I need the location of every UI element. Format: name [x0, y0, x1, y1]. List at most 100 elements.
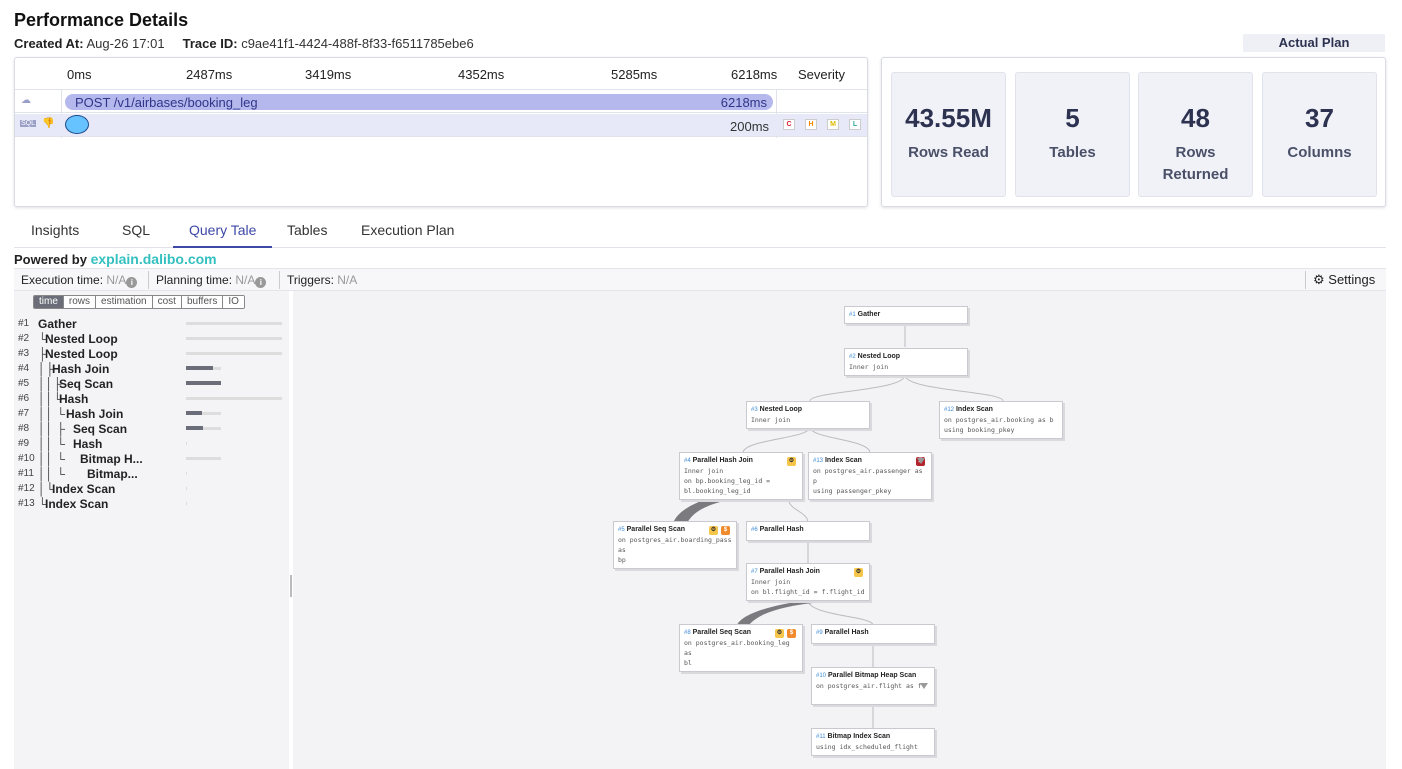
node-label: Nested Loop — [45, 347, 118, 361]
node-label: Bitmap H... — [80, 452, 143, 466]
plan-node[interactable]: #9 Parallel Hash — [811, 624, 935, 644]
plan-node[interactable]: #6 Parallel Hash — [746, 521, 870, 541]
tree-node[interactable]: #6 ││└ Hash — [14, 392, 289, 407]
plan-node[interactable]: #3 Nested Loop Inner join — [746, 401, 870, 429]
tab-execution-plan[interactable]: Execution Plan — [361, 222, 455, 238]
tree-node[interactable]: #3 ├ Nested Loop — [14, 347, 289, 362]
tree-node[interactable]: #8 ││ ├ Seq Scan — [14, 422, 289, 437]
plan-node-id: #3 — [751, 407, 758, 413]
chip-rows[interactable]: rows — [62, 296, 96, 308]
query-dot[interactable] — [65, 115, 89, 134]
tree-node[interactable]: #1 Gather — [14, 317, 289, 332]
tree-node[interactable]: #2 └ Nested Loop — [14, 332, 289, 347]
plan-node-detail: bl.booking_leg_id — [684, 487, 751, 495]
node-label: Gather — [38, 317, 77, 331]
divider — [279, 271, 280, 289]
tree-node[interactable]: #12 │└ Index Scan — [14, 482, 289, 497]
panel-splitter[interactable] — [290, 575, 292, 597]
plan-node-detail: on postgres_air.passenger as p — [813, 467, 923, 485]
node-number: #11 — [18, 468, 34, 479]
plan-node-label: Parallel Hash Join — [759, 568, 820, 575]
tick-label: 3419ms — [305, 67, 352, 82]
chip-io[interactable]: IO — [222, 296, 244, 308]
tree-node[interactable]: #4 │├ Hash Join — [14, 362, 289, 377]
info-icon[interactable]: i — [126, 277, 138, 288]
stat-value: 48 — [1181, 103, 1210, 133]
request-duration: 6218ms — [720, 95, 767, 110]
time-bar — [186, 381, 221, 385]
plan-node[interactable]: #5 Parallel Seq Scan on postgres_air.boar… — [613, 521, 737, 569]
tree-branch: └ — [38, 332, 47, 346]
plan-node[interactable]: #13 Index Scan on postgres_air.passenger … — [808, 452, 932, 500]
query-row[interactable]: SQL 👎 200ms C H M L — [15, 114, 867, 137]
planning-time: Planning time: N/A i — [156, 273, 267, 288]
plan-node-detail: Inner join — [751, 578, 791, 586]
chip-cost[interactable]: cost — [151, 296, 181, 308]
plan-node[interactable]: #8 Parallel Seq Scan on postgres_air.book… — [679, 624, 803, 672]
tick-label: 2487ms — [186, 67, 233, 82]
chip-buffers[interactable]: buffers — [180, 296, 223, 308]
triggers-label: Triggers: — [287, 273, 334, 287]
plan-node-title: #11 Bitmap Index Scan — [816, 732, 930, 742]
tree-node[interactable]: #5 ││├ Seq Scan — [14, 377, 289, 392]
plan-node[interactable]: #2 Nested Loop Inner join — [844, 348, 968, 376]
plan-node-label: Parallel Hash — [824, 629, 869, 636]
thumbs-down-icon[interactable]: 👎 — [42, 118, 55, 129]
tree-node[interactable]: #11 ││ └ Bitmap... — [14, 467, 289, 482]
plan-node-title: #8 Parallel Seq Scan — [684, 628, 798, 638]
tree-branch: ││ └ — [38, 452, 65, 466]
node-number: #1 — [18, 318, 30, 329]
severity-header: Severity — [798, 67, 845, 82]
plan-node[interactable]: #10 Parallel Bitmap Heap Scan on postgres… — [811, 667, 935, 705]
info-icon[interactable]: i — [255, 277, 267, 288]
plan-node[interactable]: #1 Gather — [844, 306, 968, 324]
plan-node[interactable]: #12 Index Scan on postgres_air.booking as… — [939, 401, 1063, 439]
plan-node-id: #5 — [618, 527, 625, 533]
tree-node[interactable]: #9 ││ └ Hash — [14, 437, 289, 452]
plan-node-id: #9 — [816, 630, 823, 636]
tab-tables[interactable]: Tables — [287, 222, 328, 238]
time-warning-icon: ⚙ — [775, 629, 784, 638]
plan-node-title: #4 Parallel Hash Join — [684, 456, 798, 466]
stats-panel: 43.55M Rows Read 5 Tables 48 Rows Return… — [881, 57, 1386, 207]
actual-plan-button[interactable]: Actual Plan — [1243, 34, 1385, 52]
plan-node[interactable]: #11 Bitmap Index Scan using idx_scheduled… — [811, 728, 935, 756]
timeline-panel: 0ms 2487ms 3419ms 4352ms 5285ms 6218ms S… — [14, 57, 868, 207]
tab-bar: Insights SQL Query Tale Tables Execution… — [14, 216, 1386, 248]
node-label: Seq Scan — [73, 422, 128, 436]
planning-time-value: N/A — [235, 273, 256, 287]
plan-graph[interactable]: #1 Gather #2 Nested Loop Inner join #3 Nest… — [293, 291, 1386, 769]
gear-icon: ⚙ — [1313, 272, 1325, 287]
chip-time[interactable]: time — [34, 296, 63, 308]
tab-query-tale[interactable]: Query Tale — [173, 222, 273, 248]
chip-estimation[interactable]: estimation — [95, 296, 152, 308]
plan-node[interactable]: #4 Parallel Hash Join Inner join on bp.boo… — [679, 452, 803, 500]
tree-node[interactable]: #13 └ Index Scan — [14, 497, 289, 512]
severity-low-badge: L — [849, 119, 861, 130]
tab-insights[interactable]: Insights — [31, 222, 80, 238]
request-row[interactable]: ☁ POST /v1/airbases/booking_leg 6218ms — [15, 90, 867, 113]
request-bar[interactable]: POST /v1/airbases/booking_leg 6218ms — [65, 94, 773, 110]
cost-warning-icon: $ — [787, 629, 796, 638]
powered-prefix: Powered by — [14, 252, 87, 267]
page-title: Performance Details — [14, 10, 189, 30]
settings-button[interactable]: ⚙ Settings — [1313, 272, 1375, 288]
plan-node-title: #9 Parallel Hash — [816, 628, 930, 638]
node-number: #12 — [18, 483, 35, 494]
created-label: Created At: — [14, 36, 84, 51]
metric-chips: time rows estimation cost buffers IO — [33, 295, 245, 309]
plan-node-title: #1 Gather — [849, 310, 963, 320]
plan-node-id: #2 — [849, 354, 856, 360]
plan-node-detail: Inner join — [751, 416, 791, 424]
plan-node-detail: using idx_scheduled_flight — [816, 743, 918, 751]
plan-node[interactable]: #7 Parallel Hash Join Inner join on bl.fli… — [746, 563, 870, 601]
plan-tree-panel: time rows estimation cost buffers IO #1 G… — [14, 291, 289, 769]
tree-node[interactable]: #10 ││ └ Bitmap H... — [14, 452, 289, 467]
time-track — [186, 442, 187, 445]
plan-node-id: #6 — [751, 527, 758, 533]
plan-node-detail: using passenger_pkey — [813, 487, 892, 495]
plan-node-id: #8 — [684, 630, 691, 636]
tab-sql[interactable]: SQL — [122, 222, 151, 238]
dalibo-link[interactable]: explain.dalibo.com — [90, 251, 217, 267]
tree-node[interactable]: #7 ││ └ Hash Join — [14, 407, 289, 422]
